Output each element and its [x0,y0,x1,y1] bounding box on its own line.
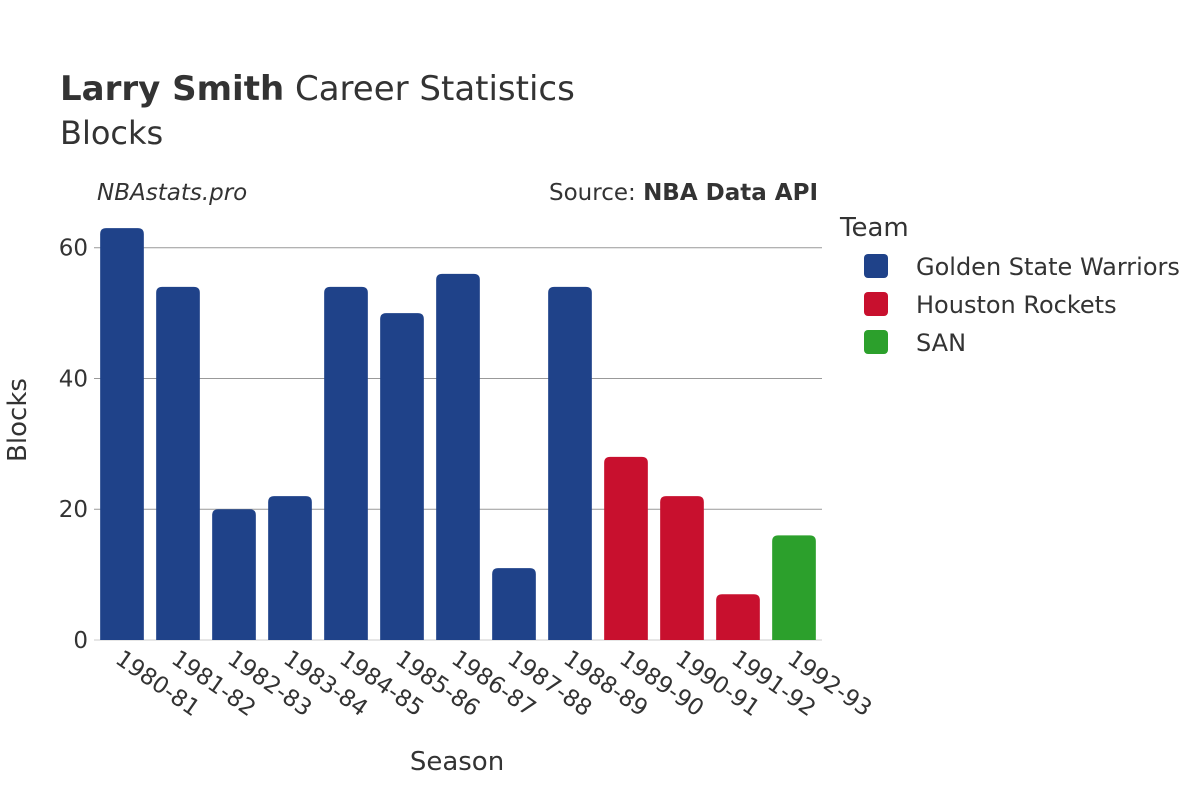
bar-1980-81 [100,228,144,641]
legend-item-label: Golden State Warriors [916,253,1180,281]
bar-1983-84 [268,496,312,640]
chart-subtitle: Blocks [60,114,163,152]
x-axis-title: Season [410,747,504,777]
bar-1982-83 [212,509,256,640]
title-suffix: Career Statistics [284,69,575,109]
bar-1992-93 [772,535,816,640]
bar-1987-88 [492,568,536,640]
bar-1988-89 [548,286,592,640]
legend-swatch [864,292,888,316]
bar-1989-90 [604,456,648,640]
watermark-text: NBAstats.pro [97,180,247,206]
legend-item-label: SAN [916,329,966,357]
legend-swatch [864,254,888,278]
bar-1981-82 [156,286,200,640]
y-tick-label: 20 [59,497,88,523]
chart-title: Larry Smith Career Statistics [60,69,575,109]
bar-1991-92 [716,594,760,640]
bar-1990-91 [660,496,704,640]
y-tick-label: 40 [59,366,88,392]
legend: Team Golden State Warriors Houston Rocket… [839,213,1180,357]
bar-1986-87 [436,273,480,640]
source-name: NBA Data API [643,180,818,206]
bar-1985-86 [380,313,424,640]
y-tick-label: 60 [59,236,88,262]
bars [100,228,816,641]
y-tick-label: 0 [73,628,88,654]
bar-1984-85 [324,286,368,640]
legend-swatch [864,330,888,354]
source-prefix: Source: [549,180,643,206]
legend-title: Team [839,213,909,243]
source-text: Source: NBA Data API [549,180,818,206]
y-tick-labels: 0 20 40 60 [59,236,88,654]
x-tick-labels: 1980-811981-821982-831983-841984-851985-… [111,646,877,722]
title-player-name: Larry Smith [60,69,284,109]
y-axis-title: Blocks [3,378,33,462]
legend-item-label: Houston Rockets [916,291,1117,319]
